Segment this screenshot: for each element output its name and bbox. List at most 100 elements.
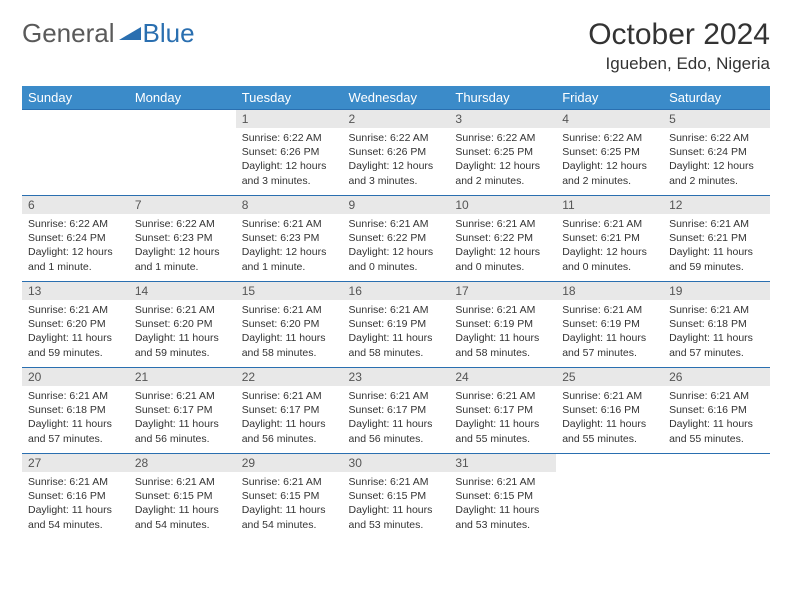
calendar-week-row: 27Sunrise: 6:21 AMSunset: 6:16 PMDayligh… <box>22 453 770 539</box>
day-info: Sunrise: 6:22 AMSunset: 6:24 PMDaylight:… <box>663 128 770 192</box>
weekday-header: Thursday <box>449 86 556 109</box>
day-info: Sunrise: 6:21 AMSunset: 6:17 PMDaylight:… <box>129 386 236 450</box>
logo-text-general: General <box>22 18 115 49</box>
day-number: 4 <box>556 109 663 128</box>
calendar-cell: 23Sunrise: 6:21 AMSunset: 6:17 PMDayligh… <box>343 367 450 453</box>
day-info: Sunrise: 6:22 AMSunset: 6:25 PMDaylight:… <box>449 128 556 192</box>
logo-triangle-icon <box>119 24 141 40</box>
day-info: Sunrise: 6:21 AMSunset: 6:15 PMDaylight:… <box>236 472 343 536</box>
calendar-cell: 11Sunrise: 6:21 AMSunset: 6:21 PMDayligh… <box>556 195 663 281</box>
day-number: 26 <box>663 367 770 386</box>
day-number: 7 <box>129 195 236 214</box>
calendar-week-row: 13Sunrise: 6:21 AMSunset: 6:20 PMDayligh… <box>22 281 770 367</box>
day-info: Sunrise: 6:21 AMSunset: 6:17 PMDaylight:… <box>449 386 556 450</box>
day-info: Sunrise: 6:21 AMSunset: 6:17 PMDaylight:… <box>236 386 343 450</box>
calendar-cell: 19Sunrise: 6:21 AMSunset: 6:18 PMDayligh… <box>663 281 770 367</box>
day-number: 24 <box>449 367 556 386</box>
day-number: 23 <box>343 367 450 386</box>
calendar-cell <box>556 453 663 539</box>
day-number: 16 <box>343 281 450 300</box>
day-number: 21 <box>129 367 236 386</box>
calendar-cell: 13Sunrise: 6:21 AMSunset: 6:20 PMDayligh… <box>22 281 129 367</box>
day-info: Sunrise: 6:22 AMSunset: 6:24 PMDaylight:… <box>22 214 129 278</box>
calendar-cell: 9Sunrise: 6:21 AMSunset: 6:22 PMDaylight… <box>343 195 450 281</box>
day-info: Sunrise: 6:21 AMSunset: 6:16 PMDaylight:… <box>556 386 663 450</box>
day-number: 9 <box>343 195 450 214</box>
logo: General Blue <box>22 18 195 49</box>
calendar-cell: 15Sunrise: 6:21 AMSunset: 6:20 PMDayligh… <box>236 281 343 367</box>
day-number <box>129 109 236 128</box>
calendar-cell: 20Sunrise: 6:21 AMSunset: 6:18 PMDayligh… <box>22 367 129 453</box>
calendar-cell: 1Sunrise: 6:22 AMSunset: 6:26 PMDaylight… <box>236 109 343 195</box>
calendar-cell: 5Sunrise: 6:22 AMSunset: 6:24 PMDaylight… <box>663 109 770 195</box>
day-info: Sunrise: 6:22 AMSunset: 6:23 PMDaylight:… <box>129 214 236 278</box>
day-info: Sunrise: 6:21 AMSunset: 6:17 PMDaylight:… <box>343 386 450 450</box>
day-info: Sunrise: 6:21 AMSunset: 6:18 PMDaylight:… <box>22 386 129 450</box>
page-header: General Blue October 2024 Igueben, Edo, … <box>22 18 770 74</box>
calendar-cell: 2Sunrise: 6:22 AMSunset: 6:26 PMDaylight… <box>343 109 450 195</box>
day-number: 13 <box>22 281 129 300</box>
calendar-cell: 4Sunrise: 6:22 AMSunset: 6:25 PMDaylight… <box>556 109 663 195</box>
calendar-cell: 12Sunrise: 6:21 AMSunset: 6:21 PMDayligh… <box>663 195 770 281</box>
calendar-cell: 6Sunrise: 6:22 AMSunset: 6:24 PMDaylight… <box>22 195 129 281</box>
day-info: Sunrise: 6:21 AMSunset: 6:22 PMDaylight:… <box>343 214 450 278</box>
day-number: 6 <box>22 195 129 214</box>
calendar-cell: 8Sunrise: 6:21 AMSunset: 6:23 PMDaylight… <box>236 195 343 281</box>
calendar-cell: 17Sunrise: 6:21 AMSunset: 6:19 PMDayligh… <box>449 281 556 367</box>
day-number: 2 <box>343 109 450 128</box>
day-info: Sunrise: 6:21 AMSunset: 6:19 PMDaylight:… <box>343 300 450 364</box>
calendar-cell: 18Sunrise: 6:21 AMSunset: 6:19 PMDayligh… <box>556 281 663 367</box>
day-info: Sunrise: 6:21 AMSunset: 6:20 PMDaylight:… <box>236 300 343 364</box>
calendar-week-row: 1Sunrise: 6:22 AMSunset: 6:26 PMDaylight… <box>22 109 770 195</box>
weekday-header: Monday <box>129 86 236 109</box>
day-info: Sunrise: 6:21 AMSunset: 6:19 PMDaylight:… <box>556 300 663 364</box>
day-number: 5 <box>663 109 770 128</box>
day-info: Sunrise: 6:21 AMSunset: 6:18 PMDaylight:… <box>663 300 770 364</box>
day-number: 20 <box>22 367 129 386</box>
day-number: 18 <box>556 281 663 300</box>
calendar-cell: 28Sunrise: 6:21 AMSunset: 6:15 PMDayligh… <box>129 453 236 539</box>
day-number: 12 <box>663 195 770 214</box>
calendar-cell: 10Sunrise: 6:21 AMSunset: 6:22 PMDayligh… <box>449 195 556 281</box>
day-number: 3 <box>449 109 556 128</box>
calendar-cell: 24Sunrise: 6:21 AMSunset: 6:17 PMDayligh… <box>449 367 556 453</box>
calendar-cell <box>663 453 770 539</box>
day-number: 15 <box>236 281 343 300</box>
calendar-table: SundayMondayTuesdayWednesdayThursdayFrid… <box>22 86 770 539</box>
logo-text-blue: Blue <box>143 18 195 49</box>
calendar-cell: 14Sunrise: 6:21 AMSunset: 6:20 PMDayligh… <box>129 281 236 367</box>
day-info: Sunrise: 6:21 AMSunset: 6:20 PMDaylight:… <box>129 300 236 364</box>
calendar-week-row: 20Sunrise: 6:21 AMSunset: 6:18 PMDayligh… <box>22 367 770 453</box>
day-info: Sunrise: 6:21 AMSunset: 6:21 PMDaylight:… <box>556 214 663 278</box>
day-info: Sunrise: 6:21 AMSunset: 6:16 PMDaylight:… <box>22 472 129 536</box>
day-number: 1 <box>236 109 343 128</box>
day-info: Sunrise: 6:21 AMSunset: 6:15 PMDaylight:… <box>449 472 556 536</box>
calendar-cell: 30Sunrise: 6:21 AMSunset: 6:15 PMDayligh… <box>343 453 450 539</box>
calendar-cell: 29Sunrise: 6:21 AMSunset: 6:15 PMDayligh… <box>236 453 343 539</box>
calendar-cell: 22Sunrise: 6:21 AMSunset: 6:17 PMDayligh… <box>236 367 343 453</box>
calendar-cell: 21Sunrise: 6:21 AMSunset: 6:17 PMDayligh… <box>129 367 236 453</box>
day-info: Sunrise: 6:22 AMSunset: 6:26 PMDaylight:… <box>236 128 343 192</box>
day-info: Sunrise: 6:21 AMSunset: 6:16 PMDaylight:… <box>663 386 770 450</box>
day-number <box>663 453 770 472</box>
day-number: 27 <box>22 453 129 472</box>
calendar-cell: 26Sunrise: 6:21 AMSunset: 6:16 PMDayligh… <box>663 367 770 453</box>
day-number: 29 <box>236 453 343 472</box>
day-number: 10 <box>449 195 556 214</box>
day-info: Sunrise: 6:22 AMSunset: 6:25 PMDaylight:… <box>556 128 663 192</box>
day-info: Sunrise: 6:21 AMSunset: 6:23 PMDaylight:… <box>236 214 343 278</box>
weekday-header: Tuesday <box>236 86 343 109</box>
day-info: Sunrise: 6:21 AMSunset: 6:22 PMDaylight:… <box>449 214 556 278</box>
calendar-cell <box>129 109 236 195</box>
day-number: 30 <box>343 453 450 472</box>
day-number <box>556 453 663 472</box>
day-number: 31 <box>449 453 556 472</box>
month-title: October 2024 <box>588 18 770 52</box>
day-number: 8 <box>236 195 343 214</box>
calendar-body: 1Sunrise: 6:22 AMSunset: 6:26 PMDaylight… <box>22 109 770 539</box>
weekday-header: Saturday <box>663 86 770 109</box>
location-text: Igueben, Edo, Nigeria <box>588 54 770 74</box>
day-number: 19 <box>663 281 770 300</box>
calendar-cell: 16Sunrise: 6:21 AMSunset: 6:19 PMDayligh… <box>343 281 450 367</box>
calendar-cell: 7Sunrise: 6:22 AMSunset: 6:23 PMDaylight… <box>129 195 236 281</box>
